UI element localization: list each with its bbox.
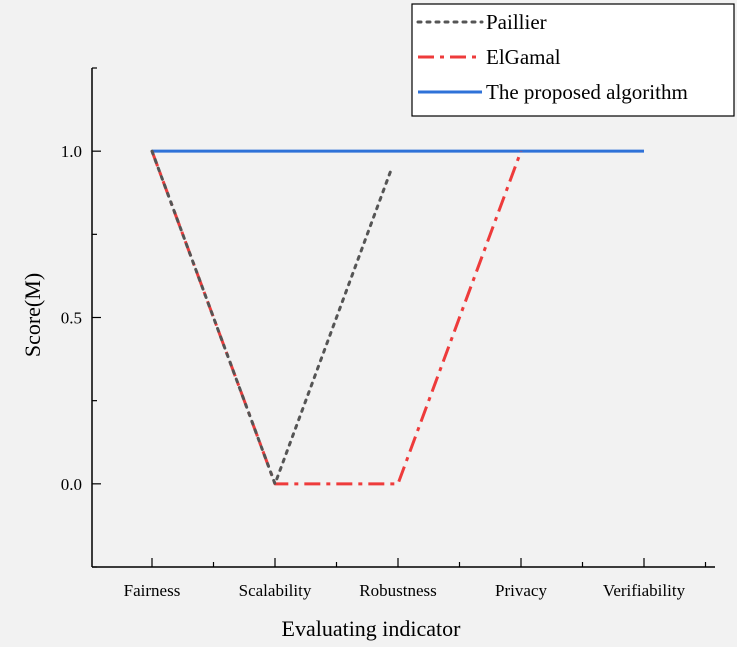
x-tick-label: Verifiability xyxy=(603,581,686,600)
series-lines xyxy=(150,149,644,486)
y-tick-label: 0.0 xyxy=(61,475,82,494)
y-tick-label: 0.5 xyxy=(61,309,82,328)
axes: 0.0 0.5 1.0 Fairness Scalability Robustness Pr… xyxy=(61,67,715,600)
legend-label: Paillier xyxy=(486,10,547,34)
x-tick-label: Privacy xyxy=(495,581,547,600)
legend: Paillier ElGamal The proposed algorithm xyxy=(411,3,735,117)
x-tick-label: Scalability xyxy=(239,581,312,600)
x-axis-label: Evaluating indicator xyxy=(282,616,462,641)
legend-label: The proposed algorithm xyxy=(486,80,688,104)
y-axis-label: Score(M) xyxy=(20,273,45,357)
y-tick-label: 1.0 xyxy=(61,142,82,161)
x-tick-label: Fairness xyxy=(124,581,181,600)
series-line-elgamal xyxy=(150,150,523,486)
legend-label: ElGamal xyxy=(486,45,561,69)
series-line-paillier xyxy=(150,149,394,486)
x-tick-label: Robustness xyxy=(359,581,436,600)
